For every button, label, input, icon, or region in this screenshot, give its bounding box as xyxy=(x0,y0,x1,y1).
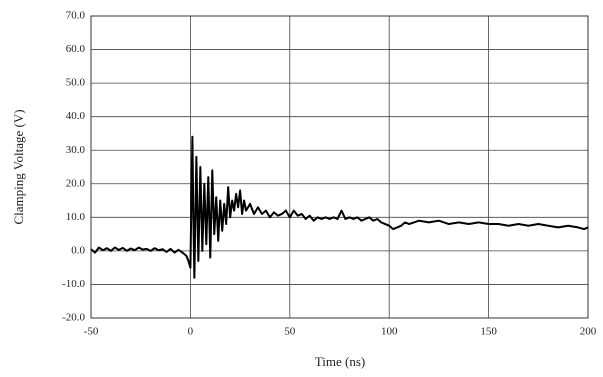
y-tick-label: 10.0 xyxy=(66,211,86,223)
y-tick-label: 0.0 xyxy=(71,244,85,256)
x-tick-label: 150 xyxy=(480,326,497,338)
x-tick-label: -50 xyxy=(84,326,99,338)
x-tick-label: 200 xyxy=(580,326,597,338)
y-tick-label: -10.0 xyxy=(62,278,85,290)
y-axis-title: Clamping Voltage (V) xyxy=(11,109,26,224)
x-axis-title: Time (ns) xyxy=(315,354,365,369)
y-tick-label: 30.0 xyxy=(66,144,86,156)
x-tick-label: 100 xyxy=(381,326,398,338)
y-tick-label: 50.0 xyxy=(66,77,86,89)
y-tick-label: 20.0 xyxy=(66,177,86,189)
y-tick-label: 70.0 xyxy=(66,10,86,22)
y-tick-label: -20.0 xyxy=(62,312,85,324)
y-tick-label: 60.0 xyxy=(66,43,86,55)
x-tick-label: 0 xyxy=(188,326,194,338)
data-line xyxy=(90,135,589,279)
y-tick-label: 40.0 xyxy=(66,110,86,122)
plot-frame xyxy=(90,15,589,319)
x-tick-label: 50 xyxy=(284,326,296,338)
